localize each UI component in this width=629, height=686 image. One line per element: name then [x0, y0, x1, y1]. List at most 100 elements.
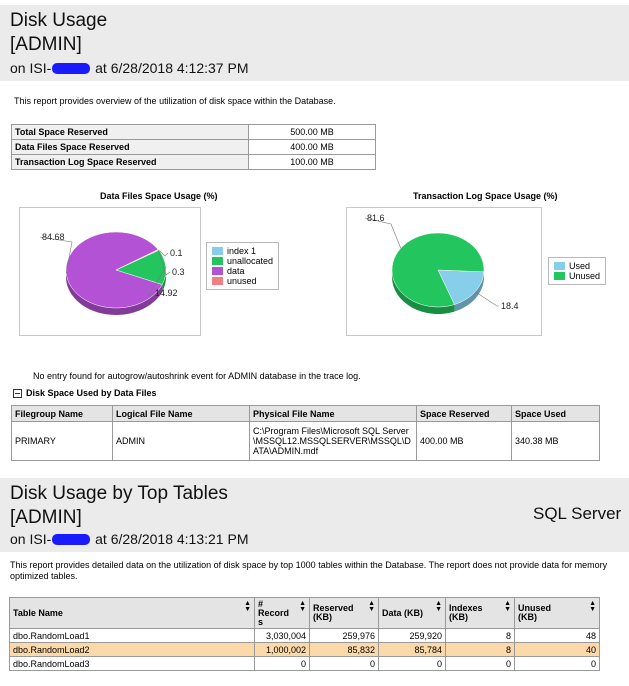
sort-icon[interactable]: ▲ ▼: [435, 600, 442, 613]
cell: 0: [445, 656, 515, 671]
data-label: 0.1: [170, 248, 183, 258]
legend-item: data: [212, 266, 273, 276]
table-header-row: Table Name ▲ ▼ # Record s ▲ ▼ Reserved (KB) ▲…: [9, 597, 600, 629]
data-files-table: Filegroup Name Logical File Name Physica…: [11, 405, 600, 461]
leader-line: [147, 266, 167, 297]
report-server-timestamp: on ISI- at 6/28/2018 4:13:21 PM: [10, 531, 248, 548]
col-space-used: Space Used: [511, 405, 600, 422]
table-header-row: Filegroup Name Logical File Name Physica…: [11, 405, 600, 422]
legend-item: index 1: [212, 246, 273, 256]
report-server-timestamp: on ISI- at 6/28/2018 4:12:37 PM: [10, 60, 248, 77]
database-name: [ADMIN]: [10, 507, 82, 528]
cell: 340.38 MB: [511, 421, 600, 461]
sort-icon[interactable]: ▲ ▼: [504, 600, 511, 613]
chart-transaction-log: 81.6 18.4: [346, 207, 542, 336]
timestamp: at 6/28/2018 4:12:37 PM: [91, 60, 249, 76]
section-label: Disk Space Used by Data Files: [26, 388, 157, 398]
table-row: dbo.RandomLoad3 0 0 0 0 0: [9, 656, 600, 671]
summary-value: 400.00 MB: [248, 139, 376, 155]
summary-table: Total Space Reserved 500.00 MB Data Files…: [11, 124, 376, 170]
cell: 3,030,004: [254, 628, 310, 643]
sort-icon[interactable]: ▲ ▼: [589, 600, 596, 613]
summary-label: Total Space Reserved: [11, 124, 249, 140]
cell: ADMIN: [112, 421, 250, 461]
cell: 0: [378, 656, 446, 671]
col-indexes[interactable]: Indexes (KB) ▲ ▼: [445, 597, 515, 629]
database-name: [ADMIN]: [10, 34, 82, 55]
legend-item: unallocated: [212, 256, 273, 266]
sql-server-brand: SQL Server: [533, 504, 622, 523]
legend-label: data: [227, 266, 245, 276]
cell: 48: [514, 628, 600, 643]
pie-slice-side: [454, 271, 484, 312]
legend-swatch: [554, 262, 565, 270]
col-unused[interactable]: Unused (KB) ▲ ▼: [514, 597, 600, 629]
data-label: 14.92: [155, 288, 178, 298]
summary-label: Data Files Space Reserved: [11, 139, 249, 155]
data-label: 18.4: [501, 301, 519, 311]
cell: PRIMARY: [11, 421, 113, 461]
server-prefix: on ISI-: [10, 531, 52, 547]
report-title: Disk Usage: [10, 10, 108, 31]
legend-item: Used: [554, 261, 600, 271]
summary-row: Transaction Log Space Reserved 100.00 MB: [11, 154, 376, 170]
sort-icon[interactable]: ▲ ▼: [368, 600, 375, 613]
leader-line: [39, 236, 73, 274]
cell: 85,784: [378, 642, 446, 657]
legend-item: unused: [212, 276, 273, 286]
collapse-icon[interactable]: [13, 389, 22, 398]
legend-item: Unused: [554, 271, 600, 281]
pie-slice-side: [392, 270, 455, 314]
legend-label: unallocated: [227, 256, 274, 266]
col-physical-file: Physical File Name: [249, 405, 417, 422]
summary-value: 100.00 MB: [248, 154, 376, 170]
chart-title-transaction-log: Transaction Log Space Usage (%): [413, 191, 558, 201]
leader-line: [158, 250, 169, 257]
legend-swatch: [212, 247, 223, 255]
legend-swatch: [212, 257, 223, 265]
col-filegroup: Filegroup Name: [11, 405, 113, 422]
legend-swatch: [554, 272, 565, 280]
col-records[interactable]: # Record s ▲ ▼: [254, 597, 310, 629]
sort-icon[interactable]: ▲ ▼: [244, 600, 251, 613]
cell: 0: [254, 656, 310, 671]
report-description: This report provides overview of the uti…: [14, 96, 336, 106]
cell: 259,920: [378, 628, 446, 643]
col-space-reserved: Space Reserved: [416, 405, 512, 422]
report-header-disk-usage: [0, 5, 629, 81]
col-reserved[interactable]: Reserved (KB) ▲ ▼: [309, 597, 379, 629]
autogrow-note: No entry found for autogrow/autoshrink e…: [33, 371, 361, 381]
cell: 85,832: [309, 642, 379, 657]
pie-slice-side: [66, 270, 163, 316]
cell-physical-path: C:\Program Files\Microsoft SQL Server\MS…: [249, 421, 417, 461]
data-label: 81.6: [367, 213, 385, 223]
legend-swatch: [212, 277, 223, 285]
legend-label: index 1: [227, 246, 257, 256]
section-toggle[interactable]: Disk Space Used by Data Files: [13, 388, 157, 399]
legend-data-files: index 1 unallocated data unused: [206, 242, 280, 290]
cell-table-name: dbo.RandomLoad1: [9, 628, 255, 643]
cell: 0: [309, 656, 379, 671]
leader-line: [158, 249, 171, 276]
cell-table-name: dbo.RandomLoad3: [9, 656, 255, 671]
report-header-top-tables: [0, 478, 629, 552]
report-title: Disk Usage by Top Tables: [10, 483, 228, 504]
legend-transaction-log: Used Unused: [548, 257, 607, 285]
leader-line: [364, 217, 402, 249]
legend-swatch: [212, 267, 223, 275]
table-row-highlighted: dbo.RandomLoad2 1,000,002 85,832 85,784 …: [9, 642, 600, 657]
sort-icon[interactable]: ▲ ▼: [299, 600, 306, 613]
legend-label: Unused: [569, 271, 601, 281]
leader-line: [475, 291, 499, 307]
summary-row: Total Space Reserved 500.00 MB: [11, 124, 376, 140]
col-data[interactable]: Data (KB) ▲ ▼: [378, 597, 446, 629]
data-label: 84.68: [42, 232, 65, 242]
cell-table-name: dbo.RandomLoad2: [9, 642, 255, 657]
col-table-name[interactable]: Table Name ▲ ▼: [9, 597, 255, 629]
summary-label: Transaction Log Space Reserved: [11, 154, 249, 170]
chart-data-files: 84.68 0.1 0.3 14.92: [19, 207, 201, 336]
col-logical-file: Logical File Name: [112, 405, 250, 422]
cell: 8: [445, 628, 515, 643]
top-tables-table: Table Name ▲ ▼ # Record s ▲ ▼ Reserved (KB) ▲…: [9, 597, 600, 671]
table-row: PRIMARY ADMIN C:\Program Files\Microsoft…: [11, 421, 600, 461]
